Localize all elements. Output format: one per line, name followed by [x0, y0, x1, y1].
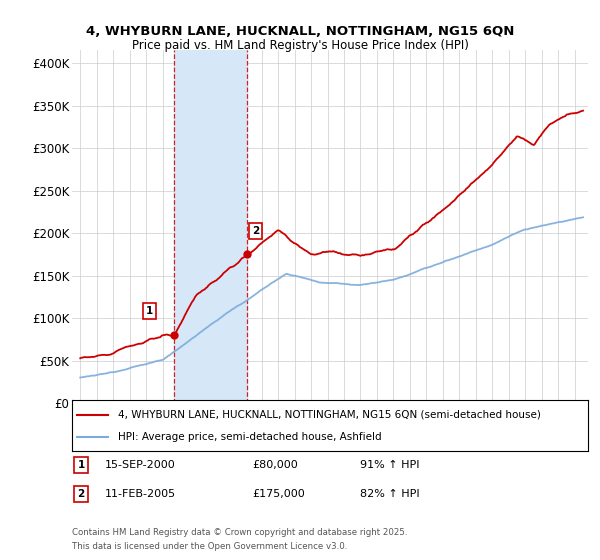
Text: 4, WHYBURN LANE, HUCKNALL, NOTTINGHAM, NG15 6QN (semi-detached house): 4, WHYBURN LANE, HUCKNALL, NOTTINGHAM, N…	[118, 409, 541, 419]
Text: £80,000: £80,000	[252, 460, 298, 470]
Text: 1: 1	[146, 306, 153, 316]
Text: 91% ↑ HPI: 91% ↑ HPI	[360, 460, 419, 470]
Text: This data is licensed under the Open Government Licence v3.0.: This data is licensed under the Open Gov…	[72, 542, 347, 550]
Text: 2: 2	[251, 226, 259, 236]
Text: 82% ↑ HPI: 82% ↑ HPI	[360, 489, 419, 499]
Text: 2: 2	[77, 489, 85, 499]
Text: HPI: Average price, semi-detached house, Ashfield: HPI: Average price, semi-detached house,…	[118, 432, 382, 442]
Text: Price paid vs. HM Land Registry's House Price Index (HPI): Price paid vs. HM Land Registry's House …	[131, 39, 469, 52]
Text: 1: 1	[77, 460, 85, 470]
Text: 4, WHYBURN LANE, HUCKNALL, NOTTINGHAM, NG15 6QN: 4, WHYBURN LANE, HUCKNALL, NOTTINGHAM, N…	[86, 25, 514, 38]
Text: £175,000: £175,000	[252, 489, 305, 499]
Text: 11-FEB-2005: 11-FEB-2005	[105, 489, 176, 499]
Text: 15-SEP-2000: 15-SEP-2000	[105, 460, 176, 470]
Bar	[175, 50, 247, 403]
Text: Contains HM Land Registry data © Crown copyright and database right 2025.: Contains HM Land Registry data © Crown c…	[72, 528, 407, 536]
